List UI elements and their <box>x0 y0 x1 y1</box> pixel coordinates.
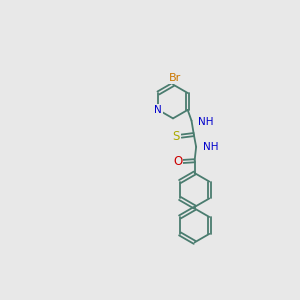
Text: O: O <box>173 155 182 168</box>
Text: S: S <box>172 130 180 142</box>
Text: N: N <box>154 105 162 115</box>
Text: NH: NH <box>198 117 213 127</box>
Text: Br: Br <box>168 73 181 83</box>
Text: NH: NH <box>203 142 219 152</box>
